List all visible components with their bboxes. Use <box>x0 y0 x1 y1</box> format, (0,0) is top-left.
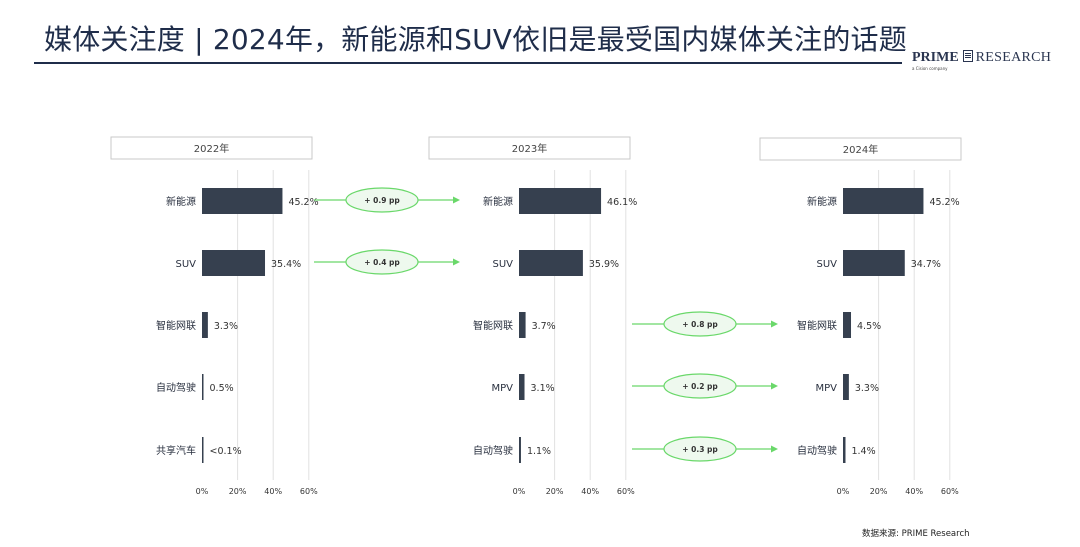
change-label: + 0.9 pp <box>364 196 400 205</box>
value-label: 1.4% <box>851 446 875 457</box>
value-label: 34.7% <box>911 259 941 270</box>
value-label: <0.1% <box>210 446 242 457</box>
x-tick-label: 60% <box>617 487 635 496</box>
category-label: MPV <box>816 383 838 394</box>
bar <box>519 188 602 214</box>
change-arrow-3: + 0.2 pp <box>632 373 778 399</box>
change-label: + 0.8 pp <box>682 320 718 329</box>
category-label: 新能源 <box>483 195 513 208</box>
value-label: 3.3% <box>214 321 238 332</box>
category-label: 自动驾驶 <box>797 444 837 457</box>
change-arrow-0: + 0.9 pp <box>314 187 460 213</box>
x-tick-label: 0% <box>196 487 209 496</box>
x-tick-label: 0% <box>837 487 850 496</box>
panel-title: 2023年 <box>512 142 547 155</box>
category-label: 自动驾驶 <box>156 381 196 394</box>
logo-prime-text: PRIME <box>912 50 959 65</box>
bar <box>843 250 905 276</box>
logo-research-text: RESEARCH <box>975 50 1052 65</box>
panel-title-box <box>759 137 962 161</box>
category-label: MPV <box>492 383 514 394</box>
value-label: 0.5% <box>210 383 234 394</box>
arrow-head <box>453 258 460 266</box>
x-tick-label: 40% <box>905 487 923 496</box>
title-divider <box>34 62 902 64</box>
category-label: 智能网联 <box>473 319 513 332</box>
category-label: 智能网联 <box>797 319 837 332</box>
value-label: 3.7% <box>532 321 556 332</box>
bar <box>202 250 266 276</box>
x-tick-label: 20% <box>229 487 247 496</box>
value-label: 3.3% <box>855 383 879 394</box>
value-label: 4.5% <box>857 321 881 332</box>
change-arrow-2: + 0.8 pp <box>632 311 778 337</box>
data-source: 数据来源: PRIME Research <box>862 529 970 539</box>
category-label: SUV <box>816 259 837 270</box>
value-label: 45.2% <box>929 197 959 208</box>
logo-subtitle: a Cision company <box>912 66 948 71</box>
panel-title-box <box>428 136 631 160</box>
bar <box>519 250 583 276</box>
change-arrow-4: + 0.3 pp <box>632 436 778 462</box>
x-tick-label: 40% <box>264 487 282 496</box>
x-tick-label: 60% <box>300 487 318 496</box>
change-label: + 0.2 pp <box>682 382 718 391</box>
bar <box>843 312 852 338</box>
panel-title: 2024年 <box>843 143 878 156</box>
bar <box>202 374 204 400</box>
arrow-head <box>771 445 778 453</box>
category-label: 共享汽车 <box>156 444 196 457</box>
arrow-head <box>453 196 460 204</box>
prime-research-logo: PRIME RESEARCH <box>912 50 1051 66</box>
category-label: 自动驾驶 <box>473 444 513 457</box>
change-ellipse <box>663 436 737 462</box>
value-label: 3.1% <box>531 383 555 394</box>
category-label: SUV <box>175 259 196 270</box>
value-label: 45.2% <box>288 197 318 208</box>
page-title: 媒体关注度 | 2024年，新能源和SUV依旧是最受国内媒体关注的话题 <box>44 23 907 56</box>
chart-panel-0: 2022年 0% 20% 40% 60% 新能源 45.2% SUV 35.4% 智能网联 3.3%… <box>110 136 319 496</box>
category-label: 新能源 <box>166 195 196 208</box>
value-label: 35.9% <box>589 259 619 270</box>
x-tick-label: 60% <box>941 487 959 496</box>
x-tick-label: 40% <box>581 487 599 496</box>
change-ellipse <box>663 373 737 399</box>
change-ellipse <box>345 187 419 213</box>
value-label: 35.4% <box>271 259 301 270</box>
x-tick-label: 20% <box>546 487 564 496</box>
category-label: SUV <box>492 259 513 270</box>
arrow-head <box>771 382 778 390</box>
change-label: + 0.3 pp <box>682 445 718 454</box>
panel-title-box <box>110 136 313 160</box>
x-tick-label: 0% <box>513 487 526 496</box>
change-arrow-1: + 0.4 pp <box>314 249 460 275</box>
bar <box>202 437 204 463</box>
value-label: 1.1% <box>527 446 551 457</box>
document-icon <box>962 50 973 62</box>
category-label: 智能网联 <box>156 319 196 332</box>
chart-panel-1: 2023年 0% 20% 40% 60% 新能源 46.1% SUV 35.9% 智能网联 3.7%… <box>428 136 637 496</box>
bar <box>519 437 521 463</box>
bar <box>843 374 849 400</box>
bar <box>843 188 924 214</box>
bar <box>519 312 526 338</box>
arrow-head <box>771 320 778 328</box>
bar <box>202 312 208 338</box>
change-ellipse <box>345 249 419 275</box>
panel-title: 2022年 <box>194 142 229 155</box>
change-ellipse <box>663 311 737 337</box>
chart-panel-2: 2024年 0% 20% 40% 60% 新能源 45.2% SUV 34.7% 智能网联 4.5%… <box>759 137 962 496</box>
bar <box>519 374 525 400</box>
bar <box>202 188 283 214</box>
x-tick-label: 20% <box>870 487 888 496</box>
value-label: 46.1% <box>607 197 637 208</box>
bar <box>843 437 846 463</box>
category-label: 新能源 <box>807 195 837 208</box>
change-label: + 0.4 pp <box>364 258 400 267</box>
